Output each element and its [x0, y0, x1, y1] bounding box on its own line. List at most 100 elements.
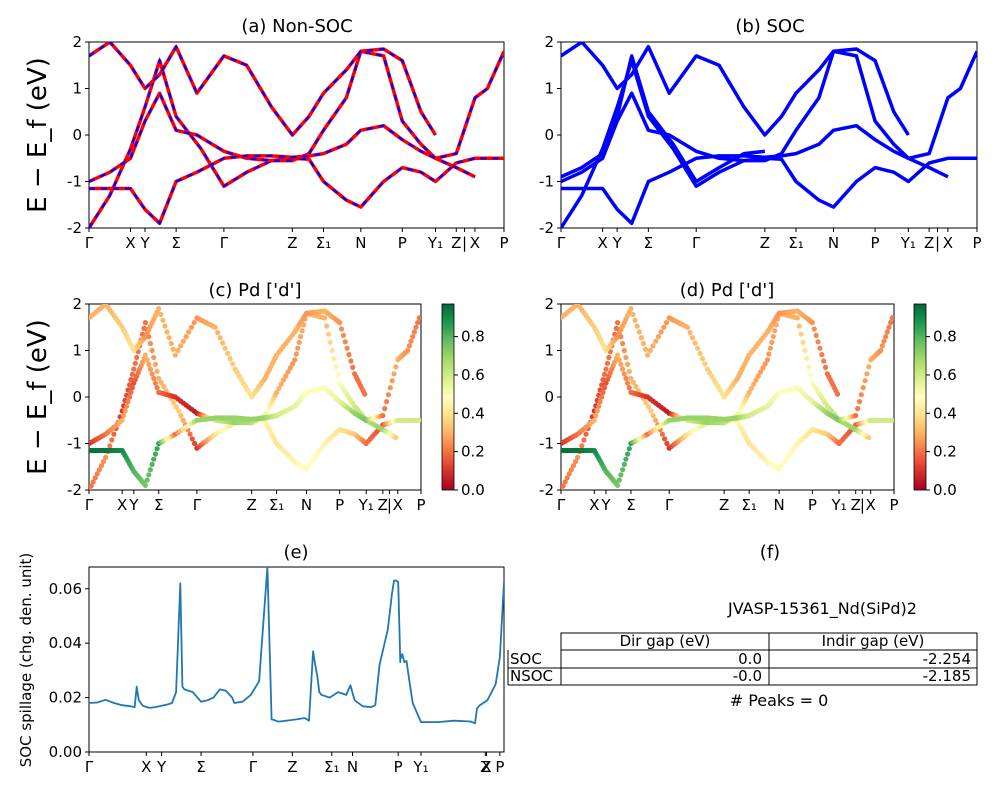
scatter-point	[325, 331, 332, 337]
scatter-point	[393, 364, 399, 370]
scatter-point	[835, 391, 841, 397]
scatter-point	[149, 371, 155, 377]
colorbar	[913, 303, 927, 491]
scatter-point	[411, 329, 417, 335]
scatter-point	[860, 385, 866, 391]
scatter-point	[884, 329, 890, 335]
scatter-point	[413, 324, 419, 330]
x-tick-label: Z	[378, 496, 388, 514]
scatter-point	[583, 431, 589, 437]
colorbar-tick-label: 0.6	[461, 366, 485, 384]
x-tick-label: Z	[480, 758, 490, 776]
x-tick-label: Z	[287, 234, 297, 252]
scatter-point	[285, 369, 291, 375]
scatter-point	[866, 364, 872, 370]
x-tick-label: N	[301, 496, 312, 514]
row-soc-dir-gap: 0.0	[738, 650, 762, 668]
series-dash-0	[89, 56, 504, 228]
x-tick-label: |	[462, 234, 467, 252]
scatter-point	[621, 347, 627, 354]
scatter-point	[601, 385, 608, 391]
y-tick-label: 2	[72, 33, 82, 51]
x-tick-label: Y	[128, 496, 139, 514]
scatter-point	[748, 385, 755, 391]
scatter-point	[89, 483, 94, 489]
scatter-point	[702, 361, 708, 367]
scatter-point	[561, 483, 566, 489]
scatter-point	[405, 347, 411, 354]
x-tick-label: Σ	[154, 496, 163, 514]
axes-frame	[560, 303, 895, 491]
series-line-1	[561, 49, 949, 184]
scatter-point	[142, 320, 148, 326]
scatter-point	[389, 378, 395, 384]
scatter-point	[132, 360, 138, 366]
scatter-point	[416, 417, 421, 423]
scatter-point	[855, 406, 861, 412]
scatter-point	[295, 345, 301, 351]
scatter-point	[568, 467, 575, 473]
panel-c-title: (c) Pd ['d']	[208, 280, 301, 301]
scatter-point	[408, 338, 414, 344]
scatter-point	[161, 383, 167, 390]
x-tick-label: Γ	[557, 496, 566, 514]
scatter-point	[415, 320, 421, 326]
scatter-point	[594, 408, 600, 414]
scatter-point	[758, 369, 764, 375]
scatter-point	[751, 381, 757, 387]
scatter-point	[215, 329, 221, 336]
scatter-point	[299, 328, 305, 334]
x-tick-label: Z	[287, 758, 297, 776]
scatter-point	[879, 343, 885, 349]
y-tick-label: 0	[72, 388, 82, 406]
x-tick-label: Z	[851, 496, 861, 514]
y-tick-label: -2	[67, 481, 82, 499]
scatter-point	[142, 482, 148, 488]
scatter-point	[630, 379, 637, 386]
scatter-point	[283, 373, 289, 379]
scatter-point	[151, 354, 157, 361]
x-tick-label: Γ	[692, 234, 701, 252]
x-tick-label: Σ	[644, 234, 653, 252]
scatter-point	[600, 389, 606, 395]
x-tick-label: Γ	[249, 758, 258, 776]
scatter-point	[124, 403, 130, 409]
x-tick-label: N	[828, 234, 839, 252]
scatter-point	[661, 324, 667, 330]
scatter-point	[109, 437, 115, 443]
scatter-point	[164, 329, 170, 335]
scatter-point	[387, 385, 393, 391]
x-tick-label: Y₁	[830, 496, 846, 514]
scatter-point	[128, 389, 134, 395]
scatter-point	[171, 400, 177, 406]
y-tick-label: -2	[539, 219, 554, 237]
scatter-point	[620, 366, 626, 372]
scatter-point	[350, 364, 356, 370]
scatter-point	[655, 334, 662, 340]
scatter-point	[129, 371, 135, 377]
series-dash-1	[89, 50, 476, 183]
colorbar-tick-label: 0.2	[933, 443, 957, 461]
panel-a-title: (a) Non-SOC	[241, 16, 352, 37]
header-dir-gap: Dir gap (eV)	[620, 632, 711, 650]
scatter-point	[296, 339, 302, 345]
scatter-point	[800, 339, 806, 345]
scatter-point	[647, 347, 653, 354]
scatter-point	[406, 343, 412, 349]
scatter-point	[154, 446, 160, 452]
panel-f-gap-info: (f) JVASP-15361_Nd(SiPd)2 Dir gap (eV) I…	[507, 542, 978, 710]
x-tick-label: P	[871, 234, 880, 252]
x-tick-label: P	[495, 758, 504, 776]
x-tick-label: N	[773, 496, 784, 514]
x-tick-label: Σ₁	[741, 496, 757, 514]
scatter-point	[192, 440, 198, 447]
series-layer	[89, 42, 504, 228]
scatter-point	[684, 324, 691, 330]
scatter-point	[650, 343, 656, 349]
colorbar	[441, 303, 455, 491]
colorbar-tick-label: 0.0	[933, 481, 957, 499]
scatter-point	[385, 392, 391, 398]
